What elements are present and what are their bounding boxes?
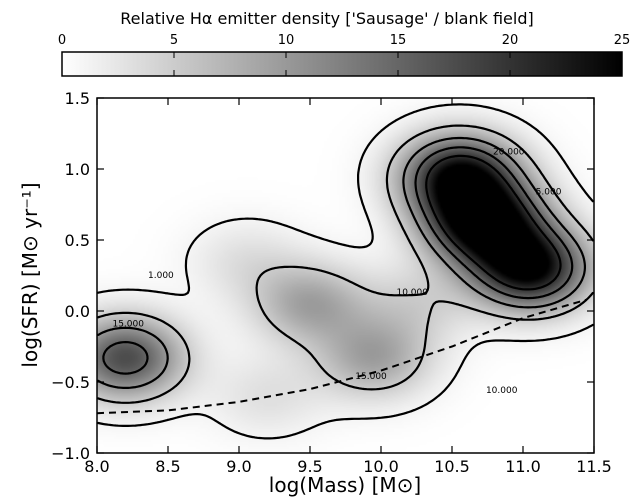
y-axis-ticks: −1.0 −0.5 0.0 0.5 1.0 1.5 <box>51 89 594 463</box>
x-axis-title: log(Mass) [M⊙] <box>269 473 421 497</box>
contour-lines <box>97 103 594 440</box>
x-tick-label: 9.5 <box>297 457 322 476</box>
x-tick-label: 10.5 <box>434 457 470 476</box>
y-tick-label: −0.5 <box>51 373 90 392</box>
contour-label: 15.000 <box>355 372 387 382</box>
contour-label: 5.000 <box>536 187 562 197</box>
contour-level <box>97 103 594 440</box>
plot-area: 1.000 15.000 10.000 15.000 20.000 5.000 10.000… <box>51 89 612 476</box>
y-tick-label: −1.0 <box>51 444 90 463</box>
contour-level <box>97 136 586 389</box>
plot-frame <box>96 97 595 454</box>
x-tick-label: 11.0 <box>505 457 541 476</box>
main-sequence-line <box>97 298 588 415</box>
colorbar: Relative Hα emitter density ['Sausage' /… <box>58 9 630 77</box>
contour-label: 15.000 <box>112 319 144 329</box>
x-tick-label: 8.0 <box>84 457 109 476</box>
x-tick-label: 9.0 <box>226 457 251 476</box>
colorbar-tick-label: 0 <box>58 33 66 48</box>
contour-label: 1.000 <box>148 271 174 281</box>
y-tick-label: 0.0 <box>65 302 90 321</box>
colorbar-tick-label: 5 <box>170 33 178 48</box>
colorbar-tick-label: 25 <box>614 33 631 48</box>
x-tick-label: 11.5 <box>576 457 612 476</box>
contour-level <box>425 154 562 291</box>
y-tick-label: 1.0 <box>65 160 90 179</box>
contour-label: 10.000 <box>486 386 518 396</box>
contour-label: 20.000 <box>493 148 525 158</box>
colorbar-tick-label: 10 <box>278 33 295 48</box>
x-tick-label: 8.5 <box>155 457 180 476</box>
colorbar-tick-label: 15 <box>390 33 407 48</box>
contour-labels: 1.000 15.000 10.000 15.000 20.000 5.000 10.000 <box>112 148 562 397</box>
colorbar-gradient <box>61 51 623 77</box>
colorbar-ticks: 0 5 10 15 20 25 <box>58 33 630 76</box>
y-tick-label: 0.5 <box>65 231 90 250</box>
colorbar-tick-label: 20 <box>502 33 519 48</box>
colorbar-title: Relative Hα emitter density ['Sausage' /… <box>120 9 533 28</box>
y-axis-title: log(SFR) [M⊙ yr⁻¹] <box>18 182 42 367</box>
y-tick-label: 1.5 <box>65 89 90 108</box>
x-axis-ticks: 8.0 8.5 9.0 9.5 10.0 10.5 11.0 11.5 <box>84 98 612 476</box>
contour-level <box>102 146 574 375</box>
contour-level <box>97 124 594 404</box>
x-tick-label: 10.0 <box>363 457 399 476</box>
contour-label: 10.000 <box>396 288 428 298</box>
